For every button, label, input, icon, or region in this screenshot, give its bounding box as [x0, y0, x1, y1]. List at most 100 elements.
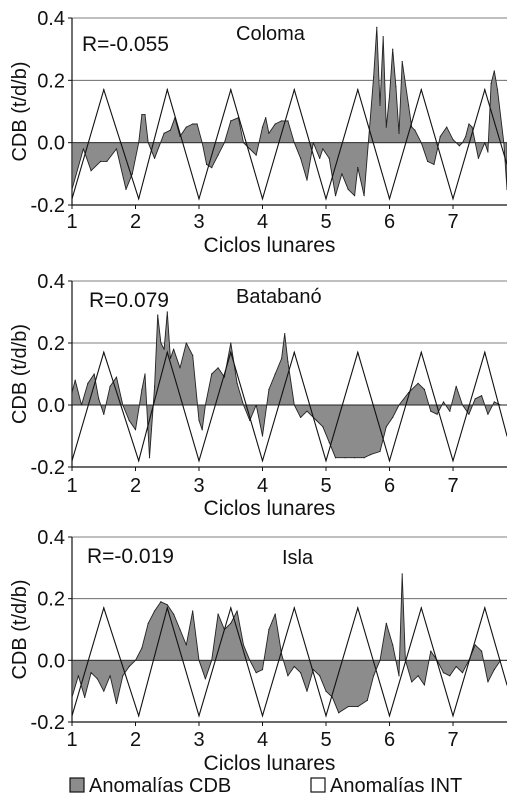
cdb-point-32	[236, 382, 238, 384]
cdb-point-28	[249, 148, 251, 150]
cdb-point-22	[211, 659, 213, 661]
int-point-7	[293, 607, 295, 609]
int-point-13	[484, 607, 486, 609]
x-tick-label-1: 2	[130, 475, 141, 497]
int-point-6	[261, 715, 264, 717]
cdb-point-50	[353, 457, 356, 459]
cdb-point-9	[122, 404, 124, 406]
cdb-point-77	[490, 82, 492, 85]
int-point-5	[230, 89, 232, 91]
int-point-10	[388, 715, 391, 717]
cdb-point-48	[363, 195, 365, 197]
cdb-point-35	[255, 404, 257, 406]
cdb-point-14	[148, 457, 151, 459]
plot-area	[72, 26, 507, 201]
int-point-12	[452, 198, 454, 200]
cdb-point-33	[242, 404, 245, 406]
cdb-point-69	[458, 145, 460, 147]
x-tick-label-4: 5	[320, 211, 331, 233]
cdb-point-9	[141, 114, 143, 116]
int-point-10	[388, 198, 391, 200]
int-point-6	[261, 198, 264, 200]
cdb-point-51	[363, 457, 365, 459]
cdb-point-63	[474, 644, 476, 646]
cdb-point-22	[179, 367, 181, 369]
cdb-point-49	[392, 644, 394, 646]
cdb-point-67	[474, 398, 476, 400]
y-tick-label-3: -0.2	[31, 195, 65, 217]
int-point-4	[198, 198, 200, 200]
x-tick-label-4: 5	[320, 475, 331, 497]
cdb-point-26	[236, 610, 238, 612]
cdb-point-12	[153, 157, 156, 159]
cdb-point-37	[268, 388, 270, 391]
cdb-point-12	[147, 622, 149, 624]
y-axis-title: CDB (t/d/b)	[9, 61, 31, 161]
cdb-point-13	[163, 132, 165, 134]
cdb-point-3	[87, 382, 89, 384]
cdb-point-66	[493, 668, 495, 671]
int-point-1	[103, 351, 105, 353]
y-tick-label-2: 0.0	[37, 650, 65, 672]
cdb-point-44	[357, 705, 359, 708]
cdb-point-4	[96, 678, 99, 680]
cdb-point-30	[261, 126, 264, 128]
cdb-point-3	[99, 160, 102, 162]
int-point-5	[230, 607, 232, 609]
panel-title: Isla	[282, 547, 314, 569]
cdb-point-2	[80, 404, 83, 406]
int-point-11	[420, 351, 422, 353]
cdb-point-62	[442, 401, 445, 403]
cdb-point-69	[487, 413, 489, 415]
y-tick-label-2: 0.0	[37, 133, 65, 155]
cdb-point-5	[98, 398, 100, 400]
cdb-point-47	[328, 441, 330, 443]
cdb-point-45	[315, 419, 318, 422]
cdb-point-25	[198, 419, 200, 422]
cdb-point-39	[319, 675, 321, 677]
int-point-4	[198, 715, 200, 717]
x-tick-label-5: 6	[384, 475, 395, 497]
cdb-point-40	[284, 333, 286, 335]
int-point-7	[293, 89, 295, 91]
x-tick-label-6: 7	[447, 211, 458, 233]
cdb-point-6	[103, 413, 105, 415]
cdb-point-41	[287, 361, 289, 363]
x-tick-label-2: 3	[193, 211, 204, 233]
cdb-point-13	[144, 373, 146, 375]
cdb-point-30	[261, 668, 264, 671]
cdb-point-32	[274, 613, 276, 615]
cdb-point-0	[72, 392, 73, 394]
cdb-point-80	[503, 142, 505, 144]
cdb-point-24	[192, 354, 194, 356]
int-point-9	[357, 607, 359, 609]
int-point-10	[388, 460, 391, 462]
plot-area	[72, 311, 507, 463]
cdb-point-24	[223, 142, 226, 144]
cdb-point-61	[436, 413, 438, 415]
cdb-point-5	[115, 148, 118, 150]
cdb-point-50	[398, 675, 400, 677]
x-tick-label-4: 5	[320, 729, 331, 751]
cdb-point-45	[347, 188, 349, 191]
cdb-point-1	[82, 148, 85, 150]
x-axis-title: Ciclos lunares	[204, 234, 336, 257]
int-point-6	[261, 460, 264, 462]
cdb-point-7	[109, 385, 111, 387]
cdb-point-4	[106, 160, 108, 162]
x-tick-label-0: 1	[66, 729, 77, 751]
cdb-point-3	[90, 672, 92, 674]
correlation-label: R=-0.055	[82, 33, 169, 56]
cdb-point-49	[344, 457, 346, 459]
cdb-point-51	[401, 573, 403, 575]
cdb-point-18	[192, 123, 194, 125]
int-point-0	[72, 198, 73, 200]
cdb-point-67	[452, 138, 454, 141]
cdb-point-23	[217, 613, 219, 615]
cdb-anomaly-area	[72, 573, 507, 714]
cdb-point-16	[157, 314, 159, 316]
cdb-point-28	[249, 659, 251, 661]
cdb-point-11	[134, 429, 137, 431]
cdb-point-65	[439, 135, 441, 138]
int-point-11	[420, 89, 422, 91]
